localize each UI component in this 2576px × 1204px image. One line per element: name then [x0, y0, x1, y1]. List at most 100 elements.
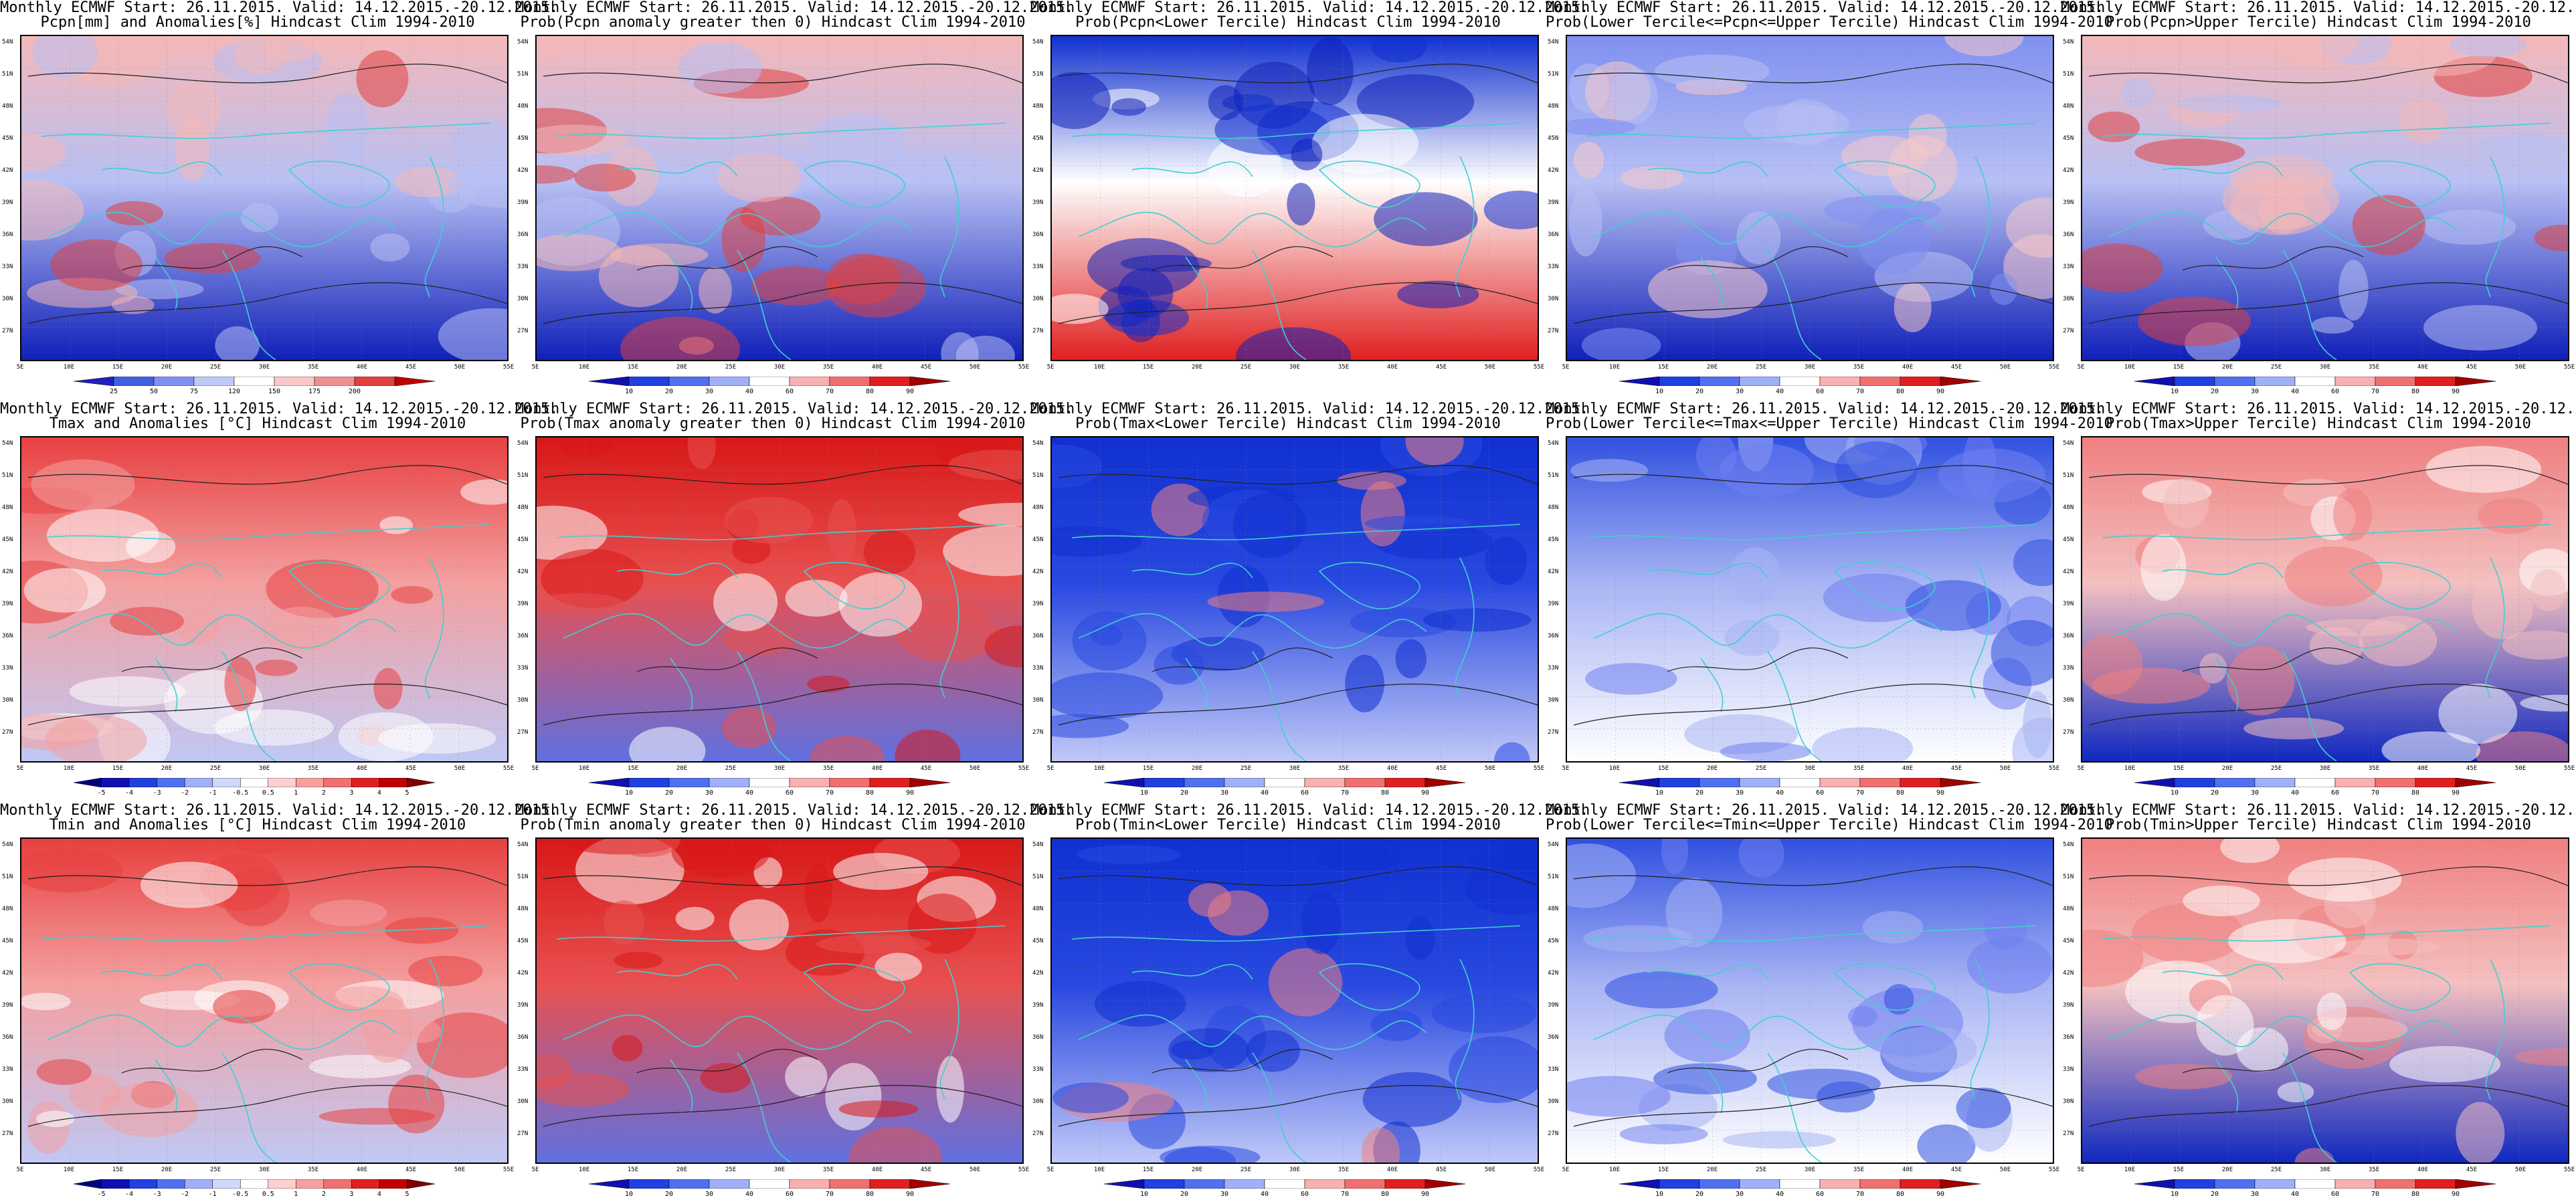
coastline [1970, 557, 1990, 699]
colorbar-tick-label: 40 [1775, 789, 1784, 797]
anomaly-patch [31, 459, 135, 511]
colorbar-tick-label: 5 [405, 1191, 409, 1198]
anomaly-patch [1052, 72, 1111, 129]
longitude-label: 30E [1804, 364, 1816, 371]
anomaly-patch [604, 900, 645, 945]
longitude-label: 25E [725, 1167, 737, 1173]
contour-line [1152, 246, 1333, 271]
coastline [1131, 161, 1253, 177]
latitude-label: 27N [517, 1130, 529, 1137]
latitude-label: 51N [1548, 472, 1559, 479]
latitude-label: 54N [1032, 841, 1044, 848]
latitude-label: 30N [2063, 296, 2074, 302]
coastline [2108, 613, 2458, 649]
latitude-label: 39N [1032, 601, 1044, 607]
anomaly-patch [1567, 118, 1636, 136]
anomaly-patch [1567, 843, 1636, 908]
latitude-label: 33N [2063, 1066, 2074, 1073]
colorbar [1619, 777, 1981, 788]
longitude-label: 40E [1902, 1167, 1914, 1173]
latitude-label: 48N [2, 906, 13, 912]
coastline [1833, 963, 1936, 1011]
longitude-label: 20E [1191, 1167, 1203, 1173]
map-title-line2: Prob(Pcpn>Upper Tercile) Hindcast Clim 1… [2106, 14, 2531, 31]
colorbar-tick-label: -1 [208, 789, 217, 797]
latitude-label: 27N [2063, 1130, 2074, 1137]
colorbar-segment [709, 777, 750, 788]
longitude-label: 55E [1018, 765, 1030, 772]
coastline [556, 925, 1006, 942]
colorbar-tick-label: 70 [1855, 789, 1865, 797]
longitude-label: 25E [1755, 1167, 1767, 1173]
latitude-label: 30N [2063, 697, 2074, 704]
colorbar-segment [2455, 777, 2496, 788]
coastline [737, 651, 792, 761]
colorbar-segment [351, 1179, 380, 1189]
anomaly-patch [2277, 1082, 2314, 1103]
longitude-label: 15E [1657, 765, 1669, 772]
anomaly-patch [713, 573, 778, 631]
anomaly-patch [240, 203, 279, 233]
colorbar-tick-label: 80 [1896, 789, 1905, 797]
latitude-label: 27N [1548, 1130, 1559, 1137]
colorbar-segment [829, 376, 870, 387]
colorbar-segment [628, 376, 670, 387]
anomaly-patch [21, 993, 72, 1011]
colorbar-segment [1224, 1179, 1265, 1189]
colorbar-segment [1940, 777, 1981, 788]
forecast-map-panel: Monthly ECMWF Start: 26.11.2015. Valid: … [0, 0, 558, 401]
anomaly-patch [1207, 890, 1269, 936]
coastline [221, 651, 276, 761]
longitude-label: 5E [1562, 364, 1570, 371]
longitude-label: 35E [1853, 1167, 1865, 1173]
coastline [556, 524, 1006, 540]
anomaly-patch [1610, 68, 1658, 124]
longitude-label: 25E [209, 1167, 221, 1173]
coastline [2282, 1052, 2337, 1163]
longitude-label: 20E [2221, 1167, 2233, 1173]
anomaly-patch [460, 479, 507, 505]
coastline [1078, 211, 1427, 247]
anomaly-patch [1888, 136, 1958, 202]
anomaly-patch [2294, 1148, 2335, 1163]
colorbar-tick-label: 10 [2170, 1191, 2179, 1198]
colorbar-segment [1264, 1179, 1305, 1189]
latitude-label: 42N [1032, 970, 1044, 977]
anomaly-patch [810, 736, 885, 761]
latitude-label: 54N [517, 440, 529, 447]
latitude-label: 36N [2, 231, 13, 238]
latitude-label: 42N [1548, 167, 1559, 174]
latitude-label: 48N [517, 906, 529, 912]
map-title-line1: Monthly ECMWF Start: 26.11.2015. Valid: … [1546, 0, 2104, 16]
longitude-label: 30E [1289, 765, 1301, 772]
anomaly-patch [2121, 78, 2156, 108]
coastline [2349, 963, 2451, 1011]
longitude-label: 50E [969, 765, 981, 772]
latitude-label: 51N [2063, 874, 2074, 880]
colorbar-tick-label: 70 [825, 388, 834, 395]
contour-line [2088, 684, 2568, 726]
colorbar-tick-label: 30 [705, 388, 714, 395]
anomaly-patch [2023, 691, 2052, 759]
coastline [737, 249, 792, 360]
anomaly-patch [1880, 1026, 1977, 1073]
latitude-label: 27N [517, 729, 529, 736]
anomaly-patch [1316, 845, 1404, 872]
anomaly-patch [1268, 948, 1343, 1017]
contour-line [636, 1049, 818, 1074]
anomaly-patch [2449, 36, 2527, 58]
anomaly-patch [2534, 224, 2568, 252]
colorbar-tick-label: 150 [268, 388, 281, 395]
latitude-label: 36N [517, 633, 529, 639]
coastline [616, 161, 738, 177]
anomaly-patch [165, 243, 261, 274]
colorbar-segment [789, 1179, 830, 1189]
colorbar-tick-label: -2 [181, 789, 189, 797]
colorbar-segment [2455, 1179, 2496, 1189]
anomaly-patch [115, 279, 204, 300]
colorbar-segment [1819, 777, 1861, 788]
anomaly-patch [721, 207, 766, 273]
forecast-map-panel: Monthly ECMWF Start: 26.11.2015. Valid: … [1546, 401, 2113, 803]
longitude-label: 10E [578, 364, 590, 371]
map-title-line2: Prob(Tmax anomaly greater then 0) Hindca… [520, 415, 1026, 432]
